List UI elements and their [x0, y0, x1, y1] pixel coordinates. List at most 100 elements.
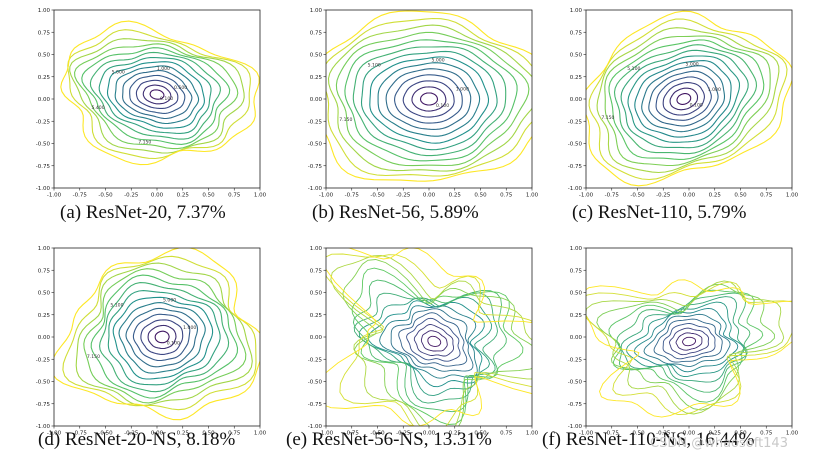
contour-label: 0.100 — [436, 103, 449, 109]
contour-label: 0.500 — [174, 85, 187, 91]
contour-label: 5.000 — [163, 297, 176, 303]
contour-line — [669, 327, 709, 356]
contour-line — [149, 89, 165, 100]
x-tick-label: 0.25 — [449, 431, 462, 437]
x-tick-label: 0.00 — [423, 431, 436, 437]
x-tick-label: 1.00 — [526, 193, 539, 199]
x-tick-label: -1.00 — [579, 431, 594, 437]
y-tick-label: 1.00 — [570, 246, 583, 252]
contour-line — [586, 279, 792, 418]
x-tick-label: -0.50 — [98, 431, 113, 437]
x-tick-label: -0.25 — [656, 193, 671, 199]
contour-line — [596, 27, 780, 174]
contour-line — [107, 290, 221, 386]
contour-line — [330, 254, 532, 426]
contour-line — [419, 92, 439, 106]
contour-plot-f: -1.00 -0.75 -0.50 -0.25 0.00 0.25 0.50 0.75 1.00… — [568, 246, 799, 437]
contour-line — [643, 313, 731, 367]
y-tick-label: -1.00 — [36, 424, 51, 430]
contour-label: 5.100 — [627, 66, 640, 72]
x-tick-label: 1.00 — [254, 431, 267, 437]
x-tick-label: 0.50 — [734, 431, 747, 437]
y-tick-label: 1.00 — [570, 8, 583, 14]
y-tick-label: 1.00 — [310, 8, 323, 14]
y-tick-label: -0.50 — [308, 142, 323, 148]
panel-c: 0.100 1.000 5.000 5.100 7.150 -1.00 -0.75 -0.50… — [552, 8, 807, 226]
caption-a: (a) ResNet-20, 7.37% — [60, 202, 226, 223]
x-tick-label: -0.25 — [124, 431, 139, 437]
y-tick-label: 1.00 — [38, 8, 51, 14]
x-tick-label: 0.00 — [683, 193, 696, 199]
x-tick-label: 0.75 — [500, 193, 513, 199]
y-tick-label: -1.00 — [568, 424, 583, 430]
x-tick-label: 0.00 — [423, 193, 436, 199]
x-tick-label: 0.00 — [683, 431, 696, 437]
x-tick-label: 0.25 — [177, 193, 190, 199]
contour-plot-d: 0.100 1.000 5.000 5.100 7.150 -1.00 -0.75 -0.50… — [36, 246, 267, 437]
contour-line — [413, 324, 455, 357]
contour-plot-e: -1.00 -0.75 -0.50 -0.25 0.00 0.25 0.50 0.75 1.00… — [308, 246, 539, 437]
y-tick-label: 0.00 — [38, 97, 51, 103]
contour-line — [89, 51, 221, 140]
y-tick-label: -0.75 — [308, 164, 323, 170]
x-tick-label: 1.00 — [254, 193, 267, 199]
contour-line — [586, 281, 792, 416]
contour-plot-c: 0.100 1.000 5.000 5.100 7.150 -1.00 -0.75 -0.50… — [568, 8, 799, 199]
x-tick-label: 0.75 — [500, 431, 513, 437]
y-tick-label: 0.75 — [38, 30, 51, 36]
contour-lines-b — [326, 10, 532, 182]
y-tick-label: 0.25 — [38, 313, 51, 319]
x-tick-label: -0.75 — [605, 193, 620, 199]
y-tick-label: -1.00 — [308, 424, 323, 430]
x-tick-label: -0.50 — [370, 431, 385, 437]
caption-f: (f) ResNet-110-NS, 16.44% — [542, 429, 755, 450]
y-tick-label: 0.50 — [310, 53, 323, 59]
panel-a: 0.100 0.500 1.000 5.000 5.400 7.150 -1.00 -0.75… — [20, 8, 275, 226]
y-tick-label: 0.25 — [310, 313, 323, 319]
contour-line — [342, 259, 532, 426]
y-tick-label: -0.50 — [308, 380, 323, 386]
contour-line — [99, 282, 230, 393]
contour-line — [335, 31, 530, 167]
caption-e: (e) ResNet-56-NS, 13.31% — [286, 429, 492, 450]
contour-line — [326, 248, 532, 426]
axes-frame — [325, 9, 533, 189]
x-tick-label: -0.75 — [345, 193, 360, 199]
axes-frame — [325, 247, 533, 427]
contour-line — [106, 61, 205, 129]
contour-label: 1.000 — [456, 86, 469, 92]
y-tick-label: -0.25 — [308, 357, 323, 363]
panel-d: 0.100 1.000 5.000 5.100 7.150 -1.00 -0.75 -0.50… — [20, 246, 275, 464]
contour-line — [620, 49, 749, 149]
contour-lines-d — [54, 248, 260, 421]
x-tick-label: 0.00 — [151, 431, 164, 437]
x-tick-label: -0.75 — [345, 431, 360, 437]
y-tick-label: -0.25 — [568, 119, 583, 125]
contour-label: 5.000 — [112, 70, 125, 76]
y-tick-label: -0.50 — [568, 142, 583, 148]
x-tick-label: 0.25 — [449, 193, 462, 199]
contour-label: 1.000 — [157, 66, 170, 72]
contour-line — [352, 279, 507, 413]
contour-line — [90, 274, 239, 399]
x-tick-label: -0.50 — [630, 193, 645, 199]
caption-b: (b) ResNet-56, 5.89% — [312, 202, 479, 223]
y-tick-label: 0.50 — [38, 53, 51, 59]
y-tick-label: -0.75 — [36, 164, 51, 170]
contour-line — [402, 80, 455, 118]
contour-label: 7.150 — [138, 139, 151, 145]
x-tick-label: 0.00 — [151, 193, 164, 199]
x-tick-label: -0.75 — [605, 431, 620, 437]
contour-line — [360, 50, 498, 151]
contour-line — [154, 330, 170, 344]
watermark: CSDN @whaosoft143 — [650, 436, 788, 451]
contour-label: 7.150 — [601, 115, 614, 121]
x-tick-label: 0.50 — [202, 193, 215, 199]
contour-line — [62, 255, 257, 411]
y-tick-label: -1.00 — [568, 186, 583, 192]
contour-label: 0.100 — [167, 341, 180, 347]
contour-line — [385, 68, 472, 130]
contour-line — [367, 300, 485, 388]
y-tick-label: -1.00 — [36, 186, 51, 192]
y-tick-label: 0.75 — [570, 30, 583, 36]
